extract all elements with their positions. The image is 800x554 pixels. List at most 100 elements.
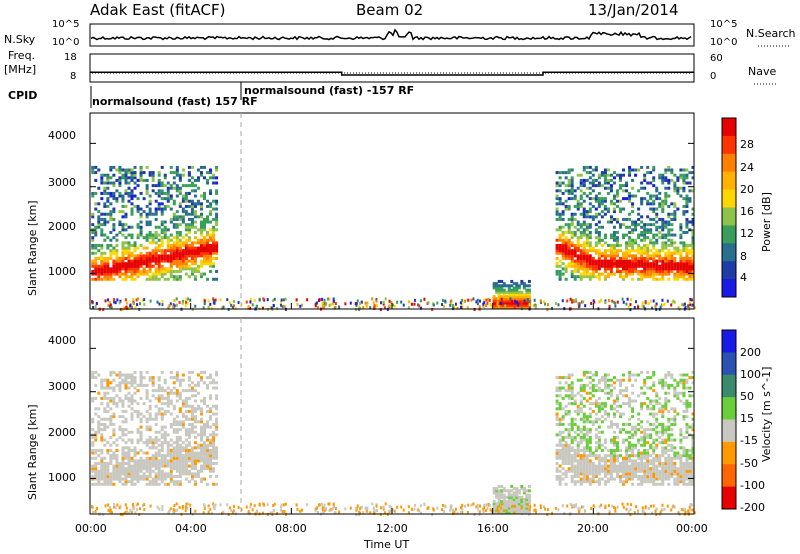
- velocity-cell: [649, 412, 653, 416]
- power-cell: [661, 262, 665, 266]
- power-cell: [573, 204, 577, 208]
- velocity-cell: [661, 474, 665, 478]
- power-cell: [588, 186, 592, 190]
- velocity-cell: [622, 459, 626, 463]
- velocity-cell: [588, 438, 592, 442]
- power-cell: [169, 238, 173, 242]
- velocity-cell: [597, 467, 601, 471]
- power-cell: [181, 299, 184, 303]
- velocity-cell: [196, 456, 200, 460]
- power-cell: [497, 292, 501, 296]
- power-cell: [497, 305, 500, 309]
- velocity-cell: [640, 386, 644, 390]
- power-cell: [113, 300, 116, 304]
- power-cell: [625, 269, 629, 273]
- velocity-cell: [667, 428, 671, 432]
- velocity-cell: [579, 383, 583, 387]
- velocity-cell: [622, 467, 626, 471]
- power-cell: [609, 189, 613, 193]
- power-cell: [600, 251, 604, 255]
- power-cell: [594, 267, 598, 271]
- power-cell: [588, 197, 592, 201]
- power-cell: [321, 303, 324, 307]
- velocity-cell: [97, 425, 101, 429]
- power-cell: [615, 230, 619, 234]
- velocity-cell: [655, 425, 659, 429]
- power-cell: [652, 199, 656, 203]
- power-cell: [160, 197, 164, 201]
- power-cell: [658, 217, 662, 221]
- power-cell: [612, 272, 616, 276]
- velocity-cell: [166, 448, 170, 452]
- power-cell: [582, 207, 586, 211]
- velocity-cell: [109, 417, 113, 421]
- power-cell: [160, 223, 164, 227]
- power-cell: [643, 256, 647, 260]
- power-cell: [561, 212, 565, 216]
- power-cell: [169, 256, 173, 260]
- freq-line: [90, 71, 694, 76]
- power-cell: [160, 207, 164, 211]
- power-cell: [143, 298, 146, 302]
- power-cell: [172, 171, 176, 175]
- velocity-cell: [212, 404, 216, 408]
- power-cell: [407, 306, 410, 310]
- power-cell: [118, 301, 121, 305]
- power-cell: [169, 302, 172, 306]
- power-cell: [187, 223, 191, 227]
- velocity-cell: [121, 438, 125, 442]
- power-cell: [689, 297, 692, 301]
- power-cell: [382, 300, 385, 304]
- power-cell: [517, 286, 521, 290]
- power-cell: [594, 251, 598, 255]
- velocity-cell: [619, 454, 623, 458]
- velocity-cell: [136, 467, 140, 471]
- velocity-cell: [573, 438, 577, 442]
- power-cell: [597, 272, 601, 276]
- velocity-cell: [133, 477, 137, 481]
- velocity-cell: [124, 482, 128, 486]
- velocity-cell: [573, 422, 577, 426]
- power-cell: [561, 191, 565, 195]
- velocity-cell: [106, 469, 110, 473]
- power-cell: [558, 212, 562, 216]
- velocity-cell: [151, 376, 155, 380]
- velocity-cell: [597, 378, 601, 382]
- power-cell: [594, 223, 598, 227]
- velocity-cell: [148, 461, 152, 465]
- velocity-cell: [682, 417, 686, 421]
- power-cell: [621, 297, 624, 301]
- velocity-cell: [609, 389, 613, 393]
- velocity-cell: [154, 477, 158, 481]
- velocity-cell: [172, 459, 176, 463]
- power-cell: [160, 165, 164, 169]
- power-cell: [160, 184, 164, 188]
- power-cell: [118, 275, 122, 279]
- power-cell: [582, 254, 586, 258]
- power-cell: [172, 251, 176, 255]
- power-cell: [685, 230, 689, 234]
- power-cell: [142, 197, 146, 201]
- velocity-cell: [163, 464, 167, 468]
- velocity-cell: [478, 504, 481, 508]
- velocity-cell: [475, 505, 478, 509]
- power-cell: [118, 267, 122, 271]
- velocity-cell: [193, 409, 197, 413]
- power-cell: [655, 212, 659, 216]
- velocity-cell: [585, 383, 589, 387]
- velocity-cell: [139, 433, 143, 437]
- power-cell: [106, 272, 110, 276]
- power-cell: [160, 267, 164, 271]
- velocity-cell: [130, 394, 134, 398]
- power-cell: [163, 259, 167, 263]
- velocity-cell: [91, 443, 95, 447]
- power-cell: [615, 241, 619, 245]
- velocity-cell: [667, 454, 671, 458]
- power-cell: [100, 256, 104, 260]
- velocity-cell: [661, 438, 665, 442]
- velocity-cell: [160, 472, 164, 476]
- power-cell: [121, 277, 125, 281]
- power-cell: [130, 259, 134, 263]
- power-cell: [121, 204, 125, 208]
- power-cell: [196, 176, 200, 180]
